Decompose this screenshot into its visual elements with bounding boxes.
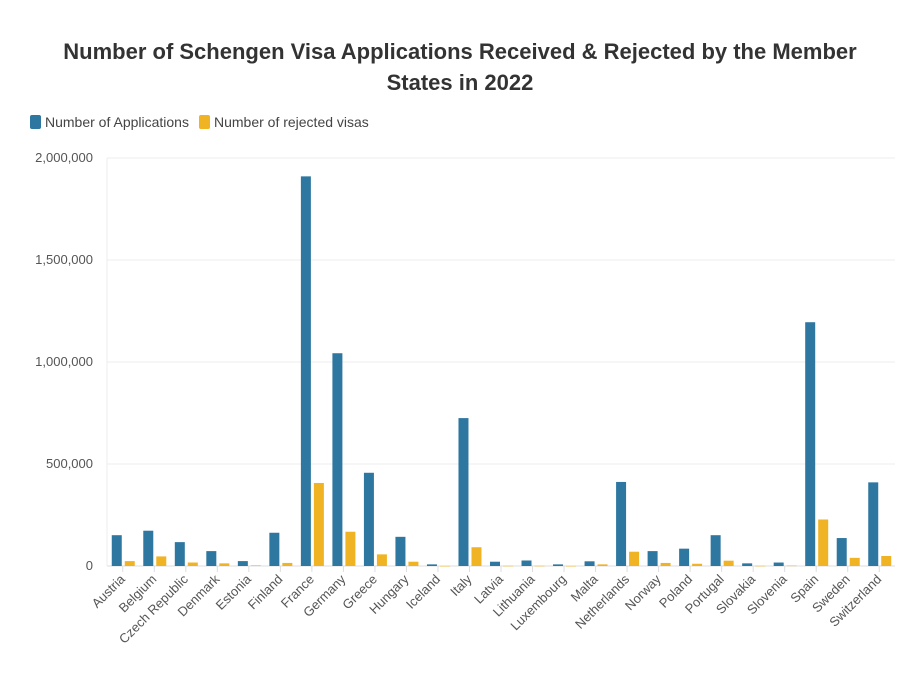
bar-applications-belgium (143, 530, 154, 566)
bar-applications-france (300, 176, 311, 567)
bar-rejected-portugal (723, 560, 734, 566)
legend-label-applications: Number of Applications (45, 114, 189, 130)
legend-item-rejected[interactable]: Number of rejected visas (198, 114, 369, 130)
bar-rejected-spain (818, 519, 829, 566)
bar-rejected-switzerland (881, 556, 892, 566)
bar-applications-portugal (710, 535, 721, 566)
bar-rejected-norway (660, 562, 671, 566)
legend-swatch-rejected (198, 115, 210, 129)
bar-rejected-france (313, 482, 324, 566)
bar-applications-malta (584, 561, 595, 566)
bar-rejected-germany (345, 531, 356, 566)
bar-rejected-hungary (408, 561, 419, 566)
legend-label-rejected: Number of rejected visas (213, 114, 369, 130)
bar-applications-latvia (490, 561, 500, 566)
bar-applications-denmark (206, 551, 217, 566)
bar-applications-netherlands (616, 481, 627, 566)
x-tick-label: Finland (245, 572, 286, 613)
y-tick-label: 0 (86, 558, 93, 573)
legend-item-applications[interactable]: Number of Applications (30, 114, 189, 130)
bar-applications-finland (269, 532, 280, 566)
y-tick-label: 1,000,000 (35, 354, 93, 369)
legend: Number of Applications Number of rejecte… (30, 114, 369, 130)
bar-rejected-luxembourg (566, 565, 577, 567)
bar-rejected-malta (597, 564, 608, 566)
bar-rejected-netherlands (629, 551, 640, 566)
bar-rejected-greece (376, 554, 387, 566)
chart-title: Number of Schengen Visa Applications Rec… (63, 39, 857, 95)
bar-rejected-italy (471, 547, 482, 566)
bar-rejected-czech-republic (187, 562, 198, 566)
bar-applications-poland (679, 548, 690, 566)
bar-rejected-slovakia (755, 565, 766, 567)
bar-rejected-estonia (250, 565, 261, 566)
legend-swatch-applications (30, 115, 41, 129)
bar-applications-norway (647, 551, 658, 566)
y-tick-label: 500,000 (46, 456, 93, 471)
bar-applications-iceland (426, 564, 437, 566)
bar-applications-italy (458, 418, 469, 566)
bar-rejected-denmark (219, 563, 230, 566)
bar-applications-hungary (395, 536, 406, 566)
bar-applications-lithuania (521, 560, 532, 566)
bar-rejected-austria (124, 561, 135, 566)
bar-applications-greece (363, 472, 374, 566)
bar-applications-slovenia (773, 562, 784, 566)
bar-rejected-belgium (156, 556, 167, 566)
bar-applications-spain (805, 322, 816, 566)
bar-applications-austria (111, 535, 122, 566)
bar-rejected-slovenia (786, 565, 797, 567)
bar-applications-switzerland (868, 482, 879, 566)
bar-rejected-finland (282, 562, 293, 566)
bar-rejected-poland (692, 563, 703, 566)
bar-applications-luxembourg (553, 564, 564, 566)
bar-rejected-iceland (439, 565, 450, 567)
bar-applications-estonia (237, 561, 248, 566)
bar-applications-czech-republic (174, 542, 185, 566)
y-tick-label: 1,500,000 (35, 252, 93, 267)
bar-rejected-latvia (503, 565, 513, 567)
x-tick-label: Iceland (403, 572, 443, 612)
y-tick-label: 2,000,000 (35, 150, 93, 165)
bar-applications-germany (332, 353, 343, 566)
x-tick-label: Italy (447, 571, 475, 599)
x-tick-label: Norway (622, 571, 664, 613)
bar-applications-sweden (836, 538, 847, 566)
bar-rejected-sweden (849, 557, 860, 566)
bar-rejected-lithuania (534, 565, 545, 567)
bar-applications-slovakia (742, 563, 753, 566)
